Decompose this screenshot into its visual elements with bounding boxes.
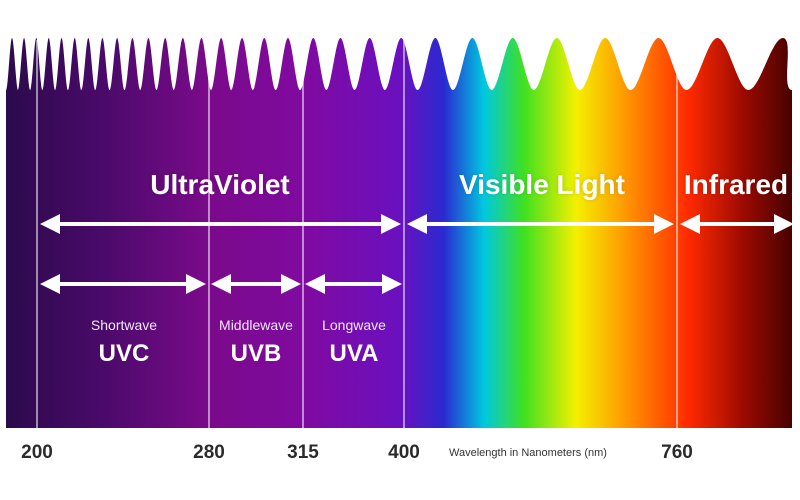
band-dividers (36, 40, 678, 430)
uvc-label: UVC (98, 340, 150, 367)
tick-label-280: 280 (193, 442, 225, 463)
uva-label: UVA (329, 340, 379, 367)
range-arrows (40, 214, 794, 294)
tick-label-315: 315 (287, 442, 319, 463)
tick-label-200: 200 (21, 442, 53, 463)
uvb-label: UVB (230, 340, 282, 367)
tick-label-760: 760 (661, 442, 693, 463)
spectrum-band (6, 38, 792, 428)
axis-caption: Wavelength in Nanometers (nm) (449, 447, 607, 459)
infrared-title: Infrared (683, 169, 789, 200)
visible-light-title: Visible Light (459, 169, 625, 200)
tick-label-400: 400 (388, 442, 420, 463)
uvc-subtitle: Shortwave (90, 317, 158, 333)
uva-subtitle: Longwave (322, 317, 386, 333)
uvb-subtitle: Middlewave (219, 317, 293, 333)
ultraviolet-title: UltraViolet (150, 169, 290, 200)
